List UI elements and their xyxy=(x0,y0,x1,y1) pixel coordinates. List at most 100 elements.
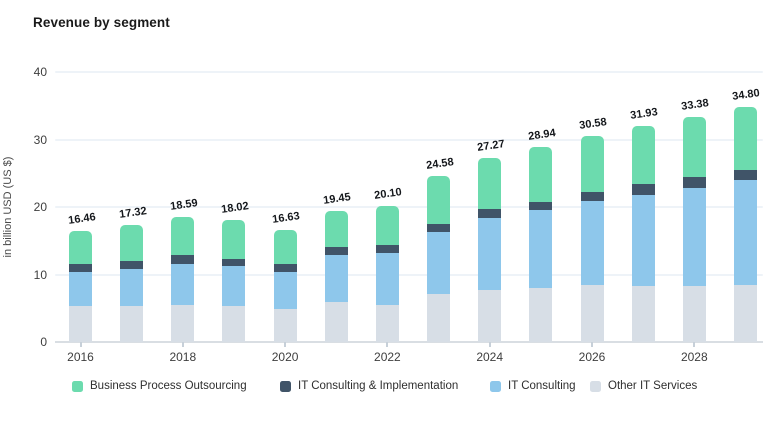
x-tick-label-2028: 2028 xyxy=(680,350,708,364)
bar-segment-other_it_services[interactable] xyxy=(478,290,502,342)
bar-segment-other_it_services[interactable] xyxy=(324,302,348,342)
bar-segment-it_consulting_implementation[interactable] xyxy=(682,176,706,189)
bar-segment-it_consulting[interactable] xyxy=(273,272,297,309)
legend-swatch-icon xyxy=(490,380,501,392)
bar-segment-it_consulting_implementation[interactable] xyxy=(273,264,297,273)
bar-segment-business_process_outsourcing[interactable] xyxy=(375,206,399,245)
legend-item-other_it_services[interactable]: Other IT Services xyxy=(590,380,697,392)
bar-segment-it_consulting_implementation[interactable] xyxy=(171,254,195,264)
bar-segment-business_process_outsourcing[interactable] xyxy=(120,225,144,261)
y-tick-label-30: 30 xyxy=(33,132,47,147)
bar-segment-it_consulting[interactable] xyxy=(324,255,348,303)
bar-segment-business_process_outsourcing[interactable] xyxy=(69,230,92,264)
gridline-30 xyxy=(55,138,763,141)
bar-segment-it_consulting[interactable] xyxy=(631,194,655,287)
bar-segment-business_process_outsourcing[interactable] xyxy=(733,107,757,170)
bar-segment-it_consulting[interactable] xyxy=(580,201,604,286)
x-axis-tick-2022 xyxy=(386,342,389,347)
legend-item-it_consulting[interactable]: IT Consulting xyxy=(490,380,576,392)
x-axis-tick-2024 xyxy=(488,342,491,347)
bar-segment-other_it_services[interactable] xyxy=(222,306,246,342)
bar-segment-other_it_services[interactable] xyxy=(529,287,553,342)
bar-2029 xyxy=(733,107,757,342)
x-tick-label-2018: 2018 xyxy=(169,350,197,364)
bar-segment-other_it_services[interactable] xyxy=(427,293,451,342)
bar-segment-it_consulting_implementation[interactable] xyxy=(529,201,553,211)
chart-title: Revenue by segment xyxy=(33,15,170,30)
bar-segment-it_consulting[interactable] xyxy=(171,263,195,305)
bar-segment-business_process_outsourcing[interactable] xyxy=(427,176,451,224)
bar-2017 xyxy=(120,225,144,342)
legend-item-business_process_outsourcing[interactable]: Business Process Outsourcing xyxy=(72,380,247,392)
bar-segment-it_consulting_implementation[interactable] xyxy=(375,244,399,253)
bar-segment-other_it_services[interactable] xyxy=(682,285,706,342)
bar-segment-it_consulting_implementation[interactable] xyxy=(427,223,451,233)
y-tick-label-20: 20 xyxy=(33,200,47,214)
bar-2028 xyxy=(682,116,706,342)
bar-segment-it_consulting_implementation[interactable] xyxy=(631,184,655,195)
bar-segment-it_consulting_implementation[interactable] xyxy=(580,192,604,202)
legend-swatch-icon xyxy=(590,380,601,392)
bar-segment-it_consulting_implementation[interactable] xyxy=(478,209,502,219)
x-tick-label-2024: 2024 xyxy=(476,350,504,364)
bar-2026 xyxy=(580,135,604,342)
bar-segment-it_consulting[interactable] xyxy=(120,269,144,307)
bar-2018 xyxy=(171,216,195,342)
x-tick-label-2016: 2016 xyxy=(67,350,94,364)
bar-segment-it_consulting[interactable] xyxy=(478,218,502,291)
bar-2023 xyxy=(427,176,451,342)
bar-segment-other_it_services[interactable] xyxy=(580,285,604,342)
legend-swatch-icon xyxy=(280,380,291,392)
bar-segment-other_it_services[interactable] xyxy=(375,305,399,342)
bar-segment-business_process_outsourcing[interactable] xyxy=(222,220,246,259)
legend-item-it_consulting_implementation[interactable]: IT Consulting & Implementation xyxy=(280,380,458,392)
bar-segment-it_consulting[interactable] xyxy=(375,252,399,306)
bar-2019 xyxy=(222,220,246,342)
bar-segment-business_process_outsourcing[interactable] xyxy=(529,146,553,202)
legend-item-label: Business Process Outsourcing xyxy=(90,380,247,392)
bar-segment-other_it_services[interactable] xyxy=(120,306,144,342)
gridline-10 xyxy=(55,273,763,276)
bar-segment-it_consulting[interactable] xyxy=(733,179,757,285)
bar-segment-it_consulting_implementation[interactable] xyxy=(222,258,246,267)
y-tick-label-0: 0 xyxy=(40,335,47,349)
x-tick-label-2026: 2026 xyxy=(578,350,606,364)
bar-segment-business_process_outsourcing[interactable] xyxy=(682,116,706,177)
bar-segment-it_consulting_implementation[interactable] xyxy=(69,263,92,273)
bar-segment-business_process_outsourcing[interactable] xyxy=(478,157,502,210)
bar-segment-it_consulting[interactable] xyxy=(69,272,92,306)
bar-segment-it_consulting[interactable] xyxy=(529,210,553,288)
bar-segment-other_it_services[interactable] xyxy=(69,305,92,342)
bar-segment-other_it_services[interactable] xyxy=(733,284,757,342)
bar-2022 xyxy=(375,206,399,342)
x-axis-tick-2026 xyxy=(591,342,593,347)
bar-segment-other_it_services[interactable] xyxy=(631,286,655,342)
x-axis-tick-2028 xyxy=(693,342,696,347)
x-axis-line xyxy=(55,341,763,343)
bar-2025 xyxy=(529,146,553,342)
gridline-20 xyxy=(55,206,763,208)
bar-segment-it_consulting_implementation[interactable] xyxy=(120,260,144,270)
legend-swatch-icon xyxy=(72,380,83,392)
bar-segment-business_process_outsourcing[interactable] xyxy=(631,126,655,185)
bar-segment-it_consulting_implementation[interactable] xyxy=(733,169,757,180)
bar-segment-other_it_services[interactable] xyxy=(171,304,195,342)
bar-segment-business_process_outsourcing[interactable] xyxy=(324,210,348,248)
bar-segment-it_consulting[interactable] xyxy=(427,232,451,294)
bar-segment-other_it_services[interactable] xyxy=(273,308,297,342)
y-tick-label-40: 40 xyxy=(33,65,47,79)
legend-item-label: Other IT Services xyxy=(608,380,698,392)
bar-segment-it_consulting[interactable] xyxy=(682,188,706,286)
x-axis-tick-2016 xyxy=(79,342,82,347)
bar-segment-business_process_outsourcing[interactable] xyxy=(580,135,604,193)
bar-segment-it_consulting_implementation[interactable] xyxy=(324,247,348,256)
x-tick-label-2020: 2020 xyxy=(271,350,299,364)
y-tick-label-10: 10 xyxy=(33,267,47,282)
bar-segment-business_process_outsourcing[interactable] xyxy=(171,216,195,255)
bar-segment-it_consulting[interactable] xyxy=(222,266,246,307)
bar-segment-business_process_outsourcing[interactable] xyxy=(273,229,297,265)
legend-item-label: IT Consulting xyxy=(508,380,576,392)
x-axis-tick-2018 xyxy=(181,342,184,347)
